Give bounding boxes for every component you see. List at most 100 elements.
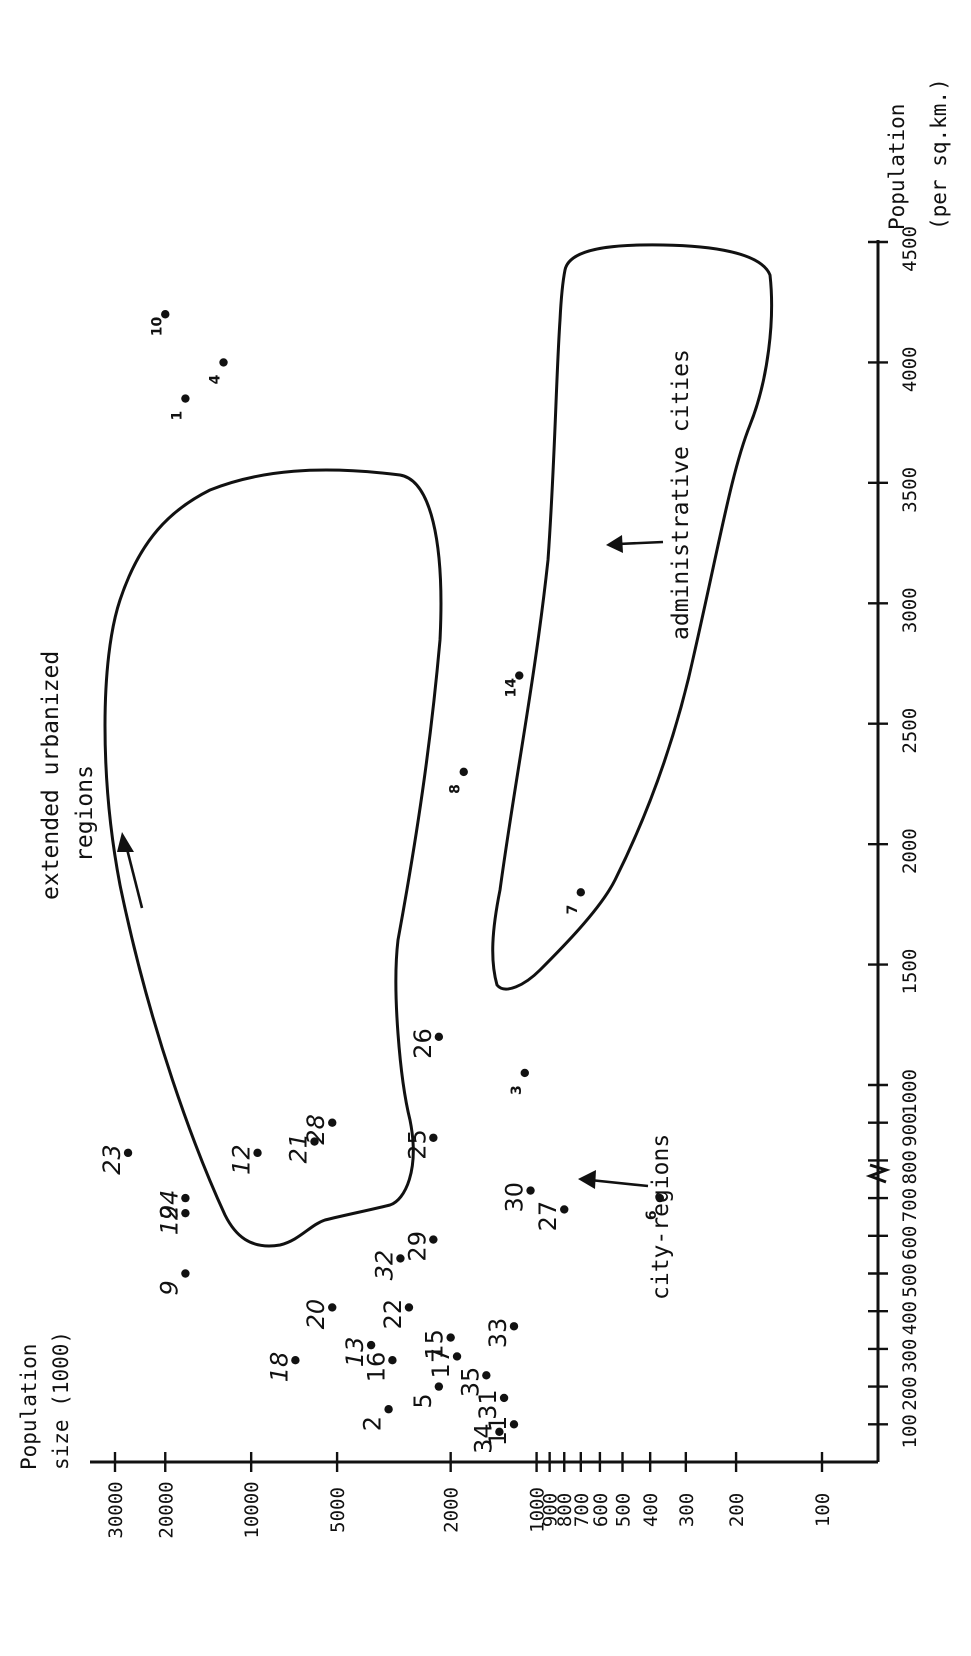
x-tick-label: 4000 <box>899 347 921 393</box>
data-point <box>291 1356 300 1365</box>
data-point-label: 16 <box>362 1352 390 1383</box>
data-point-label: 23 <box>98 1144 126 1175</box>
data-point <box>366 1340 376 1350</box>
x-tick-label: 1000 <box>899 1069 921 1115</box>
data-point-label: 25 <box>403 1129 431 1160</box>
data-point-label: 20 <box>302 1299 330 1330</box>
x-tick-label: 400 <box>899 1301 921 1335</box>
data-point <box>181 1193 190 1203</box>
y-tick-label: 400 <box>640 1493 662 1527</box>
data-point-label: 18 <box>265 1352 293 1383</box>
data-point-label: 33 <box>484 1318 512 1349</box>
data-point-label: 34 <box>469 1423 497 1454</box>
data-point <box>576 888 585 897</box>
administrative-cities-outline <box>491 243 774 991</box>
x-tick-label: 2000 <box>899 828 921 874</box>
x-tick-label: 500 <box>899 1263 921 1297</box>
x-tick-label: 800 <box>899 1150 921 1184</box>
data-point <box>515 671 524 680</box>
data-point <box>509 1322 519 1331</box>
data-point <box>161 310 170 319</box>
data-point <box>459 767 468 777</box>
y-tick-label: 100 <box>812 1493 834 1527</box>
data-point <box>219 358 228 367</box>
x-axis-break-mark <box>865 1163 891 1184</box>
administrative-cities-arrowhead-icon <box>606 535 623 553</box>
data-point <box>499 1393 509 1403</box>
data-point <box>388 1356 397 1365</box>
data-point <box>520 1068 529 1078</box>
city-regions-arrowhead-icon <box>578 1170 596 1189</box>
data-point-label: 32 <box>370 1250 398 1281</box>
data-point-label: 30 <box>501 1182 529 1213</box>
y-tick-label: 700 <box>571 1493 593 1527</box>
y-tick-label: 900 <box>540 1493 562 1527</box>
administrative-cities-arrow-icon <box>617 540 664 546</box>
data-point-label: 8 <box>448 784 464 794</box>
x-tick-label: 1500 <box>899 949 921 995</box>
data-point-label: 3 <box>509 1085 525 1095</box>
data-point-label: 12 <box>228 1144 256 1175</box>
data-point-label: 24 <box>155 1190 183 1221</box>
y-tick-label: 1000 <box>527 1487 549 1533</box>
data-point <box>310 1137 319 1146</box>
data-point-label: 6 <box>644 1210 660 1220</box>
y-tick-label: 500 <box>613 1493 635 1527</box>
data-point <box>404 1303 414 1312</box>
y-tick-label: 5000 <box>327 1487 349 1533</box>
data-point <box>384 1405 393 1414</box>
data-point-label: 22 <box>379 1299 407 1330</box>
data-point <box>482 1371 491 1380</box>
data-point <box>328 1118 337 1127</box>
x-axis-title-line2: (per sq.km.) <box>927 78 951 230</box>
y-tick-label: 200 <box>726 1493 748 1527</box>
x-tick-label: 3000 <box>899 587 921 633</box>
y-tick-label: 30000 <box>105 1481 127 1538</box>
data-point-label: 7 <box>565 905 581 915</box>
y-tick-label: 600 <box>590 1493 612 1527</box>
data-point <box>396 1254 405 1263</box>
data-point <box>434 1032 444 1042</box>
data-point-label: 28 <box>302 1114 330 1145</box>
data-point <box>253 1148 262 1158</box>
x-tick-label: 100 <box>899 1414 921 1448</box>
x-tick-label: 600 <box>899 1226 921 1260</box>
x-tick-label: 2500 <box>899 708 921 754</box>
data-point-label: 27 <box>534 1201 562 1232</box>
data-point <box>560 1205 569 1214</box>
city-regions-annotation: city-regions <box>578 1134 674 1300</box>
x-tick-label: 4500 <box>899 226 921 272</box>
data-point <box>495 1427 504 1437</box>
extended-regions-label-line2: regions <box>72 765 98 862</box>
data-point <box>446 1333 455 1342</box>
data-point-label: 4 <box>208 374 224 384</box>
administrative-cities-annotation: administrative cities <box>606 349 694 640</box>
data-point-label: 17 <box>427 1348 455 1379</box>
data-point <box>328 1303 337 1312</box>
x-tick-label: 900 <box>899 1113 921 1147</box>
extended-regions-arrow-icon <box>124 844 144 909</box>
x-tick-label: 200 <box>899 1376 921 1410</box>
y-axis-title-line2: size (1000) <box>49 1331 73 1470</box>
data-point-label: 5 <box>409 1393 437 1408</box>
x-tick-label: 700 <box>899 1188 921 1222</box>
data-point-label: 26 <box>409 1028 437 1059</box>
x-tick-label: 300 <box>899 1339 921 1373</box>
data-point <box>181 1269 190 1278</box>
y-tick-label: 800 <box>554 1493 576 1527</box>
y-tick-label: 2000 <box>441 1487 463 1533</box>
x-axis-title-line1: Population <box>885 104 909 230</box>
y-tick-label: 10000 <box>241 1481 263 1538</box>
extended-regions-arrowhead-icon <box>117 832 134 852</box>
administrative-cities-label: administrative cities <box>668 349 694 640</box>
data-point <box>123 1148 133 1158</box>
extended-urbanized-regions-outline <box>103 468 443 1248</box>
data-point-label: 29 <box>403 1231 431 1262</box>
data-point <box>434 1382 444 1391</box>
data-point-label: 31 <box>474 1389 502 1420</box>
data-point-label: 15 <box>421 1329 449 1360</box>
x-axis-title: Population (per sq.km.) <box>885 78 951 230</box>
